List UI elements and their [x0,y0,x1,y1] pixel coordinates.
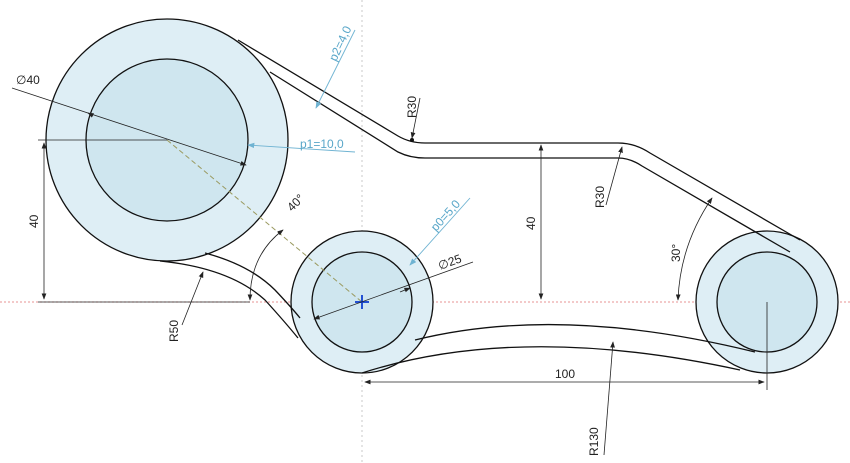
tangent-point [410,138,414,142]
dim-r50-label[interactable]: R50 [167,320,181,342]
cons-line-p0 [409,197,471,266]
dim-arc-ang40 [247,229,284,301]
dim-100-label[interactable]: 100 [555,367,575,381]
dim-line-r30-top [410,97,421,139]
dim-line-d40-start [87,112,95,118]
dim-r30-top-label[interactable]: R30 [405,96,419,118]
cons-p1-label[interactable]: p1=10,0 [300,137,344,151]
bottom-link-outer[interactable] [361,346,741,374]
dim-h40-mid-label[interactable]: 40 [524,216,538,230]
dim-ang40-label[interactable]: 40° [284,191,307,214]
dim-line-d25 [313,261,474,320]
cons-p2-label[interactable]: p2=4,0 [326,23,354,63]
cons-p0-label[interactable]: p0=5,0 [428,197,463,234]
cons-line-p2 [315,29,356,109]
bottom-link-inner[interactable] [414,323,756,353]
dim-arc-ang30 [675,197,713,301]
dim-line-d40 [11,87,247,166]
dim-h40-left-label[interactable]: 40 [27,214,41,228]
dim-line-d25-end [399,287,411,293]
dim-ang30-label[interactable]: 30° [669,244,683,262]
cons-line-p1 [247,142,356,153]
dim-r130-label[interactable]: R130 [587,427,601,456]
dim-r30-right-label[interactable]: R30 [593,186,607,208]
dim-d40-label[interactable]: ∅40 [16,73,40,87]
center-construction-line [166,139,363,303]
upper-link-inner[interactable] [269,71,791,253]
dim-line-r130 [603,341,615,456]
dim-d25-label[interactable]: ∅25 [436,251,463,272]
dim-line-r30-right [605,146,623,206]
dim-line-r50 [181,271,204,326]
lower-left-link-inner[interactable] [204,252,301,319]
upper-link-outer[interactable] [237,39,801,241]
